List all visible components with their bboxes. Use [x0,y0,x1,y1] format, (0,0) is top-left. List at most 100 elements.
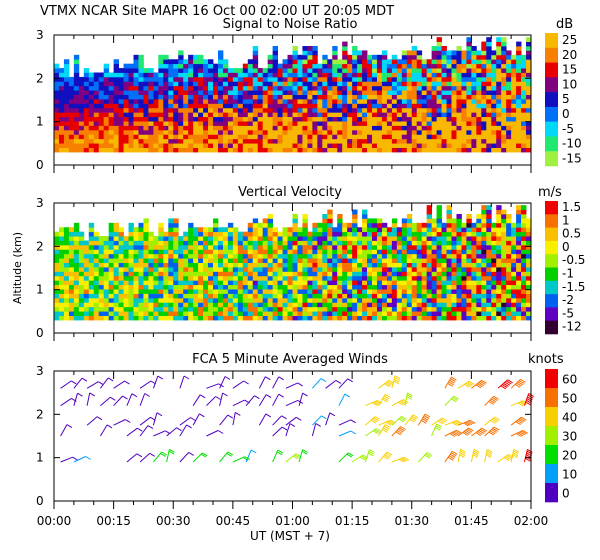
heatmap-cell [347,107,353,113]
heatmap-cell [232,138,239,144]
heatmap-cell [252,218,259,224]
heatmap-cell [83,121,90,126]
heatmap-cell [123,258,129,263]
heatmap-cell [431,103,437,109]
heatmap-cell [446,116,452,122]
wind-barb-flag [98,381,104,386]
heatmap-cell [332,143,338,148]
heatmap-cell [118,253,124,259]
heatmap-cell [471,134,477,140]
heatmap-cell [252,76,259,82]
heatmap-cell [391,90,398,95]
heatmap-cell [526,284,532,290]
heatmap-cell [227,231,234,237]
heatmap-cell [247,280,254,286]
heatmap-cell [381,284,388,290]
heatmap-cell [357,289,363,294]
heatmap-cell [163,267,169,272]
heatmap-cell [272,262,278,268]
heatmap-cell [103,147,110,153]
heatmap-cell [466,125,472,131]
heatmap-cell [521,116,527,122]
heatmap-cell [277,63,283,69]
heatmap-cell [381,297,388,303]
heatmap-cell [247,249,254,255]
heatmap-cell [108,267,115,272]
heatmap-cell [436,112,442,118]
heatmap-cell [188,267,194,272]
heatmap-cell [446,240,452,246]
wind-barb [471,379,482,389]
heatmap-cell [227,227,234,233]
heatmap-cell [466,41,472,47]
heatmap-cell [153,236,159,241]
heatmap-cell [208,138,214,144]
heatmap-cell [476,94,482,100]
heatmap-cell [307,107,313,113]
heatmap-cell [501,63,507,69]
heatmap-cell [411,85,418,91]
heatmap-cell [436,46,442,51]
heatmap-cell [123,297,129,303]
heatmap-cell [352,209,358,215]
heatmap-cell [88,107,95,113]
heatmap-cell [376,315,383,321]
heatmap-cell [391,138,398,144]
heatmap-cell [401,107,408,113]
heatmap-cell [257,143,264,148]
heatmap-cell [222,99,229,104]
heatmap-cell [411,289,418,294]
wind-barb-flag [437,420,444,425]
heatmap-cell [391,54,398,60]
heatmap-cell [252,236,259,241]
heatmap-cell [302,275,308,281]
heatmap-cell [138,107,144,113]
heatmap-cell [451,297,457,303]
heatmap-cell [242,297,249,303]
heatmap-cell [173,222,179,228]
heatmap-cell [123,90,129,95]
heatmap-cell [237,306,244,312]
heatmap-cell [118,231,124,237]
heatmap-cell [123,72,129,78]
heatmap-cell [247,125,254,131]
heatmap-cell [436,147,442,153]
heatmap-cell [262,227,269,233]
heatmap-cell [54,134,60,140]
heatmap-cell [123,63,129,69]
heatmap-cell [247,59,254,65]
heatmap-cell [401,297,408,303]
heatmap-cell [362,302,368,308]
heatmap-cell [476,271,482,277]
heatmap-cell [401,72,408,78]
heatmap-cell [327,76,333,82]
heatmap-cell [391,306,398,312]
heatmap-cell [416,147,423,153]
heatmap-cell [138,236,144,241]
heatmap-cell [401,103,408,109]
wind-barb-flag [435,425,442,430]
heatmap-cell [421,116,428,122]
heatmap-cell [163,236,169,241]
heatmap-cell [208,90,214,95]
heatmap-cell [128,289,134,294]
heatmap-cell [362,244,368,250]
heatmap-cell [168,267,174,272]
heatmap-cell [54,315,60,321]
heatmap-cell [58,143,65,148]
heatmap-cell [133,99,139,104]
heatmap-cell [372,85,378,91]
heatmap-cell [178,240,184,246]
heatmap-cell [381,76,388,82]
heatmap-cell [257,134,264,140]
heatmap-cell [381,125,388,131]
heatmap-cell [257,262,264,268]
heatmap-cell [376,280,383,286]
wind-barb-flag [254,395,260,400]
heatmap-cell [327,271,333,277]
heatmap-cell [213,249,219,255]
heatmap-cell [446,227,452,233]
heatmap-cell [416,280,423,286]
heatmap-cell [456,315,462,321]
heatmap-cell [396,81,403,87]
